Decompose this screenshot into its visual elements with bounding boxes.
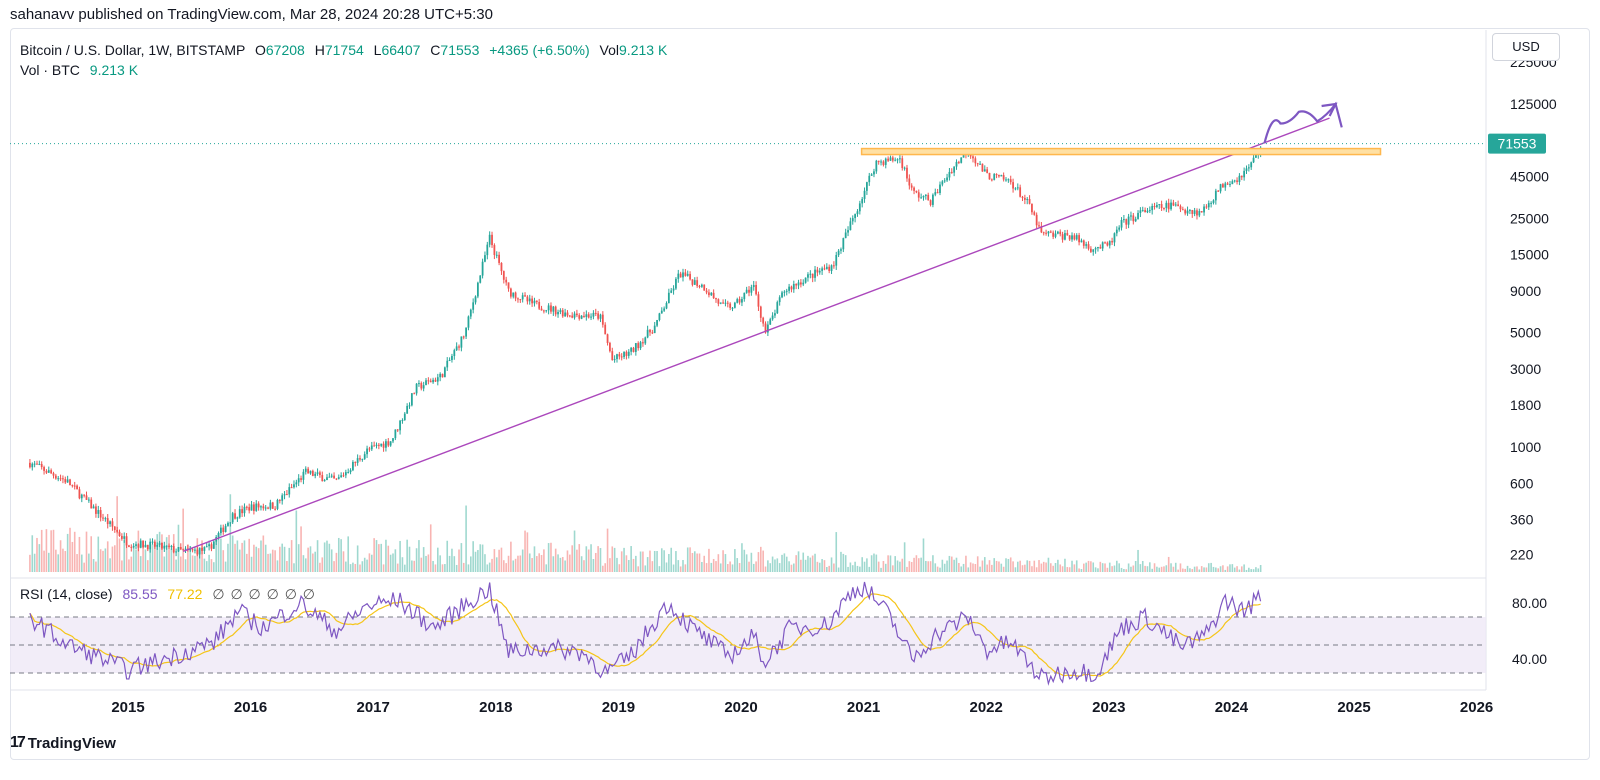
- footer-brand[interactable]: 17 TradingView: [10, 734, 116, 752]
- volume-indicator-value: 9.213 K: [89, 62, 139, 78]
- published-caption: sahanavv published on TradingView.com, M…: [10, 6, 493, 23]
- footer-brand-name: TradingView: [27, 734, 116, 752]
- volume-value: 9.213 K: [619, 42, 668, 58]
- volume-label: Vol: [599, 42, 620, 58]
- open-value: 67208: [265, 42, 305, 58]
- symbol-title[interactable]: Bitcoin / U.S. Dollar, 1W, BITSTAMP: [20, 42, 246, 58]
- low-value: 66407: [381, 42, 421, 58]
- rsi-legend: RSI (14, close) 85.55 77.22 ∅ ∅ ∅ ∅ ∅ ∅: [20, 586, 316, 603]
- open-label: O: [255, 42, 266, 58]
- close-label: C: [430, 42, 441, 58]
- chart-frame: [10, 28, 1590, 760]
- change-value: +4365 (+6.50%): [489, 42, 590, 58]
- rsi-label[interactable]: RSI (14, close): [20, 586, 113, 602]
- ohlc-line: Bitcoin / U.S. Dollar, 1W, BITSTAMP O672…: [20, 40, 667, 60]
- tradingview-logo-icon: 17: [10, 734, 26, 751]
- rsi-value: 85.55: [122, 586, 158, 602]
- high-value: 71754: [324, 42, 364, 58]
- symbol-legend: Bitcoin / U.S. Dollar, 1W, BITSTAMP O672…: [20, 40, 667, 80]
- rsi-ma-value: 77.22: [167, 586, 203, 602]
- high-label: H: [314, 42, 325, 58]
- volume-line: Vol · BTC 9.213 K: [20, 60, 667, 80]
- currency-button[interactable]: USD: [1492, 33, 1560, 61]
- volume-indicator-label[interactable]: Vol · BTC: [20, 62, 80, 78]
- close-value: 71553: [440, 42, 480, 58]
- low-label: L: [373, 42, 382, 58]
- rsi-na-values: ∅ ∅ ∅ ∅ ∅ ∅: [212, 586, 316, 602]
